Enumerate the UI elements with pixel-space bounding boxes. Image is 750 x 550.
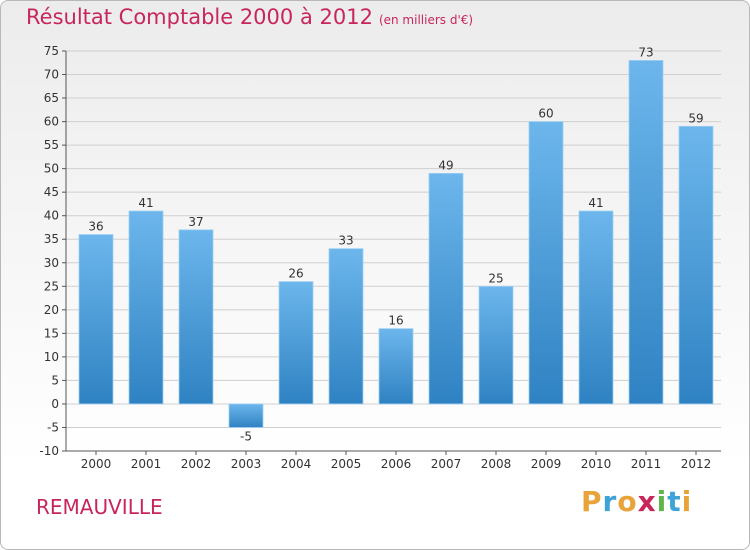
data-label-2003: -5 [240, 429, 252, 443]
data-label-2009: 60 [538, 107, 553, 121]
data-label-2007: 49 [438, 158, 453, 172]
x-tick-label-2009: 2009 [531, 457, 562, 471]
data-label-2011: 73 [638, 45, 653, 59]
y-tick-label: 10 [44, 350, 59, 364]
data-label-2002: 37 [188, 215, 203, 229]
chart-title: Résultat Comptable 2000 à 2012 (en millie… [26, 5, 473, 29]
bar-2003 [228, 403, 264, 428]
y-tick-label: 75 [44, 44, 59, 58]
y-tick-label: -10 [39, 444, 59, 458]
bar-2001 [128, 210, 164, 405]
x-tick-label-2005: 2005 [331, 457, 362, 471]
y-tick-label: 70 [44, 68, 59, 82]
y-tick-label: 65 [44, 91, 59, 105]
logo-letter: t [667, 485, 682, 518]
y-tick-label: 5 [51, 373, 59, 387]
chart-title-text: Résultat Comptable 2000 à 2012 [26, 5, 373, 29]
bar-2008 [478, 285, 514, 405]
x-tick-label-2007: 2007 [431, 457, 462, 471]
bar-2002 [178, 229, 214, 405]
data-label-2005: 33 [338, 234, 353, 248]
x-tick-label-2003: 2003 [231, 457, 262, 471]
x-tick-label-2008: 2008 [481, 457, 512, 471]
data-label-2006: 16 [388, 314, 403, 328]
data-label-2008: 25 [488, 271, 503, 285]
logo-letter: x [637, 485, 657, 518]
logo-letter: i [681, 485, 693, 518]
y-tick-label: 55 [44, 138, 59, 152]
label-layer: 36 41 37 -5 26 33 16 49 25 60 41 73 59 [88, 45, 703, 443]
y-tick-label: 60 [44, 115, 59, 129]
bar-2012 [678, 125, 714, 405]
chart-subtitle: (en milliers d'€) [378, 13, 474, 27]
logo-letter: o [617, 485, 638, 518]
data-label-2001: 41 [138, 196, 153, 210]
bar-2005 [328, 248, 364, 405]
location-name: REMAUVILLE [36, 495, 163, 519]
y-tick-label: 20 [44, 303, 59, 317]
bar-2010 [578, 210, 614, 405]
x-tick-label-2001: 2001 [131, 457, 162, 471]
y-tick-label: 25 [44, 279, 59, 293]
y-tick-label: 50 [44, 162, 59, 176]
logo-letter: i [656, 485, 668, 518]
y-tick-label: 30 [44, 256, 59, 270]
data-label-2004: 26 [288, 267, 303, 281]
bar-2004 [278, 281, 314, 405]
x-tick-label-2002: 2002 [181, 457, 212, 471]
bar-2006 [378, 328, 414, 405]
y-tick-label: 40 [44, 209, 59, 223]
data-label-2010: 41 [588, 196, 603, 210]
x-tick-label-2010: 2010 [581, 457, 612, 471]
bar-2011 [628, 60, 664, 405]
axis-layer: -10 -5 0 5 10 15 20 25 30 35 40 45 50 55 60 65 70 75 2000 2… [39, 44, 721, 471]
proxiti-logo[interactable]: Proxiti [581, 485, 692, 518]
y-tick-label: 0 [51, 397, 59, 411]
y-tick-label: 15 [44, 326, 59, 340]
x-tick-label-2011: 2011 [631, 457, 662, 471]
x-tick-label-2012: 2012 [681, 457, 712, 471]
bar-2000 [78, 234, 114, 405]
bar-layer [78, 60, 714, 428]
y-tick-label: 45 [44, 185, 59, 199]
x-tick-label-2000: 2000 [81, 457, 112, 471]
data-label-2000: 36 [88, 220, 103, 234]
x-tick-label-2006: 2006 [381, 457, 412, 471]
x-tick-label-2004: 2004 [281, 457, 312, 471]
y-tick-label: 35 [44, 232, 59, 246]
logo-letter: r [602, 485, 618, 518]
data-label-2012: 59 [688, 111, 703, 125]
bar-2009 [528, 121, 564, 405]
y-tick-label: -5 [47, 420, 59, 434]
bar-2007 [428, 172, 464, 405]
logo-letter: P [581, 485, 603, 518]
